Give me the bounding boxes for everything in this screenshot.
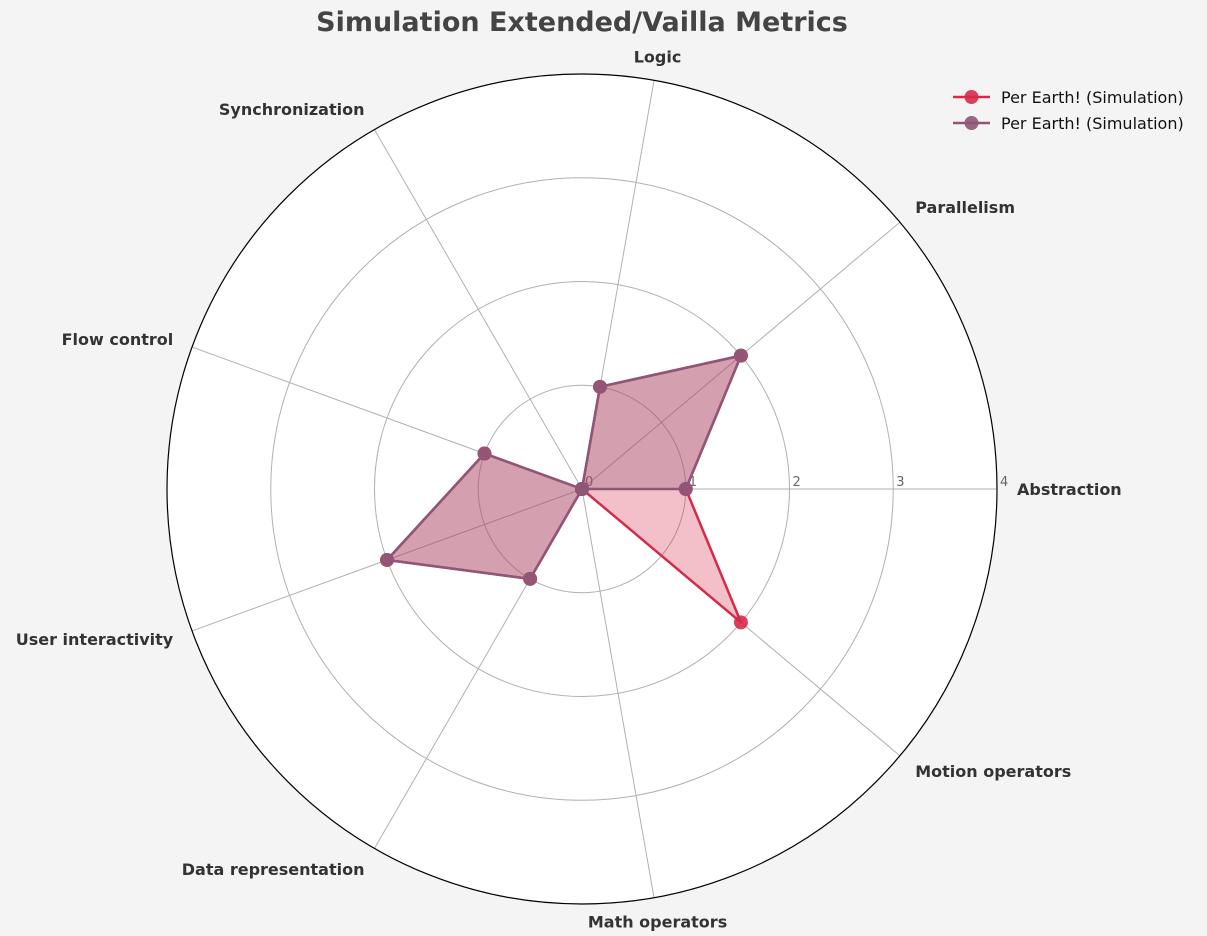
- legend-marker: [964, 90, 979, 104]
- data-point: [678, 482, 693, 496]
- legend-item: Per Earth! (Simulation): [953, 88, 1184, 107]
- data-point: [733, 615, 748, 630]
- radial-tick-label: 3: [896, 475, 904, 490]
- grid-spoke: [581, 488, 655, 898]
- series-2: [380, 348, 748, 586]
- legend-label: Per Earth! (Simulation): [1001, 114, 1184, 133]
- series-area: [387, 355, 741, 623]
- data-point: [575, 482, 589, 496]
- category-label: Synchronization: [219, 100, 365, 119]
- category-label: Logic: [634, 48, 682, 67]
- category-label: Data representation: [182, 860, 365, 879]
- legend: Per Earth! (Simulation) Per Earth! (Simul…: [953, 88, 1184, 133]
- data-point: [477, 446, 492, 461]
- category-label: Parallelism: [915, 198, 1015, 217]
- data-point: [733, 348, 748, 363]
- category-label: User interactivity: [16, 630, 174, 649]
- category-label: Flow control: [62, 330, 174, 349]
- radial-tick-label: 0: [585, 475, 593, 490]
- chart-title: Simulation Extended/Vailla Metrics: [316, 7, 848, 38]
- legend-label: Per Earth! (Simulation): [1001, 88, 1184, 107]
- radial-tick-label: 4: [1000, 475, 1008, 490]
- plot-frame: [166, 73, 998, 905]
- radial-tick-label: 2: [793, 475, 801, 490]
- legend-marker: [964, 116, 979, 130]
- category-label: Motion operators: [915, 762, 1071, 781]
- grid-spoke: [374, 129, 583, 490]
- data-point: [523, 571, 538, 586]
- data-point: [593, 379, 608, 394]
- series-area: [387, 355, 741, 579]
- category-label: Abstraction: [1017, 480, 1122, 499]
- data-point: [380, 552, 395, 567]
- category-label: Math operators: [588, 912, 727, 931]
- legend-item: Per Earth! (Simulation): [953, 114, 1184, 133]
- radial-tick-label: 1: [689, 475, 697, 490]
- plot-area: 0 1 2 3 4 Abstraction Parallelism Logic Synchron…: [16, 48, 1122, 932]
